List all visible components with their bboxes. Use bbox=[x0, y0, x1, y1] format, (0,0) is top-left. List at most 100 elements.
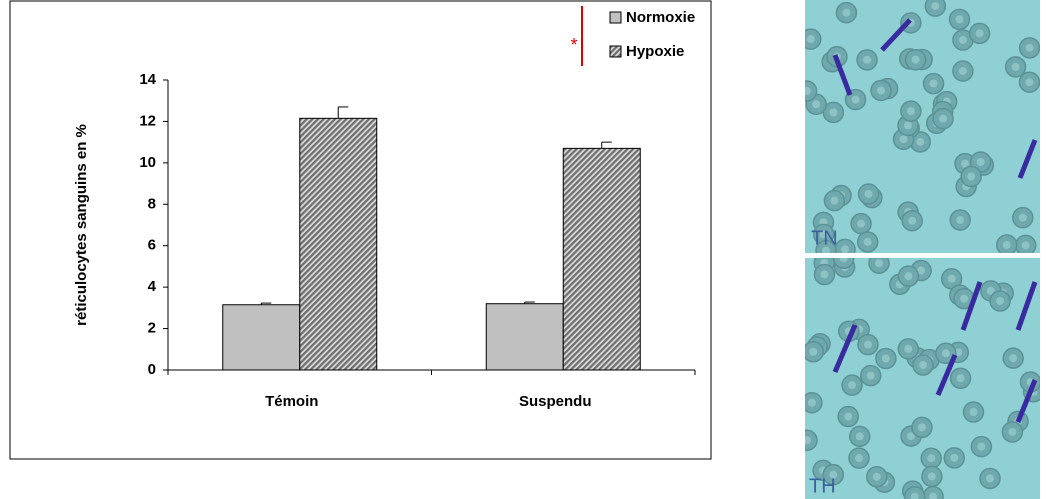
cell-center bbox=[863, 340, 872, 349]
cell-center bbox=[903, 121, 912, 130]
cell bbox=[805, 429, 818, 452]
error-bar bbox=[337, 106, 349, 119]
image-label: TH bbox=[809, 475, 836, 497]
cell-center bbox=[955, 15, 964, 24]
cell-center bbox=[1002, 240, 1011, 249]
cell-center bbox=[911, 55, 920, 64]
bar bbox=[485, 303, 564, 371]
cell-center bbox=[899, 135, 908, 144]
error-bar bbox=[601, 141, 612, 149]
cell-center bbox=[812, 100, 821, 109]
cell-center bbox=[1008, 427, 1017, 436]
micrographs: TN TH bbox=[805, 0, 1040, 499]
legend-label: Hypoxie bbox=[626, 43, 684, 60]
cell-center bbox=[929, 492, 938, 499]
cell-center bbox=[976, 157, 985, 166]
cell-center bbox=[874, 259, 883, 268]
error-bar bbox=[260, 302, 272, 305]
cell-center bbox=[908, 216, 917, 225]
cell-center bbox=[1021, 241, 1030, 250]
cell-center bbox=[986, 474, 995, 483]
cell-center bbox=[848, 381, 857, 390]
cell-center bbox=[975, 29, 984, 38]
cell-center bbox=[917, 266, 926, 275]
cell-center bbox=[864, 189, 873, 198]
cell-center bbox=[1011, 62, 1020, 71]
y-axis-label: réticulocytes sanguins en % bbox=[73, 124, 90, 326]
micrograph-tn bbox=[805, 0, 1040, 253]
cell-center bbox=[919, 361, 928, 370]
cell-center bbox=[904, 344, 913, 353]
cell-center bbox=[1009, 354, 1018, 363]
y-tick-label: 0 bbox=[148, 361, 156, 378]
cell-center bbox=[1025, 78, 1034, 87]
y-tick-label: 14 bbox=[139, 71, 156, 88]
cell-center bbox=[917, 423, 926, 432]
cell-center bbox=[809, 347, 818, 356]
y-tick-label: 10 bbox=[139, 154, 156, 171]
cell-center bbox=[820, 270, 829, 279]
cell-center bbox=[806, 35, 815, 44]
cell-center bbox=[956, 374, 965, 383]
y-tick-label: 8 bbox=[148, 195, 156, 212]
legend-swatch bbox=[609, 11, 622, 24]
cell-center bbox=[947, 274, 956, 283]
cell-center bbox=[904, 272, 913, 281]
cell-center bbox=[881, 354, 890, 363]
cell-center bbox=[941, 349, 950, 358]
legend-label: Normoxie bbox=[626, 9, 695, 26]
cell-center bbox=[931, 2, 940, 11]
cell-center bbox=[967, 172, 976, 181]
cell-center bbox=[1025, 43, 1034, 52]
cell-center bbox=[819, 230, 828, 239]
arrows bbox=[832, 18, 1038, 423]
cell-center bbox=[839, 258, 848, 263]
cell-center bbox=[956, 216, 965, 225]
cell-center bbox=[807, 398, 816, 407]
cell-center bbox=[910, 492, 919, 499]
cell-center bbox=[977, 442, 986, 451]
cell-center bbox=[969, 408, 978, 417]
cell bbox=[805, 80, 818, 102]
y-tick-label: 6 bbox=[148, 237, 156, 254]
cell-center bbox=[986, 286, 995, 295]
cell-center bbox=[939, 114, 948, 123]
x-tick-label: Suspendu bbox=[519, 393, 592, 410]
y-tick-label: 12 bbox=[139, 112, 156, 129]
cell-center bbox=[829, 470, 838, 479]
cell-center bbox=[863, 55, 872, 64]
cell-center bbox=[851, 95, 860, 104]
cell-center bbox=[877, 86, 886, 95]
cell-center bbox=[927, 472, 936, 481]
error-bar bbox=[524, 301, 535, 304]
cell-center bbox=[958, 67, 967, 76]
cell-center bbox=[1018, 213, 1027, 222]
significance-star: * bbox=[570, 35, 577, 55]
cell-center bbox=[841, 245, 850, 253]
cell-center bbox=[906, 107, 915, 116]
cell-center bbox=[855, 454, 864, 463]
legend-swatch bbox=[609, 45, 622, 58]
x-tick-label: Témoin bbox=[265, 393, 318, 410]
cell-center bbox=[857, 219, 866, 228]
cell-center bbox=[929, 79, 938, 88]
cell bbox=[832, 258, 855, 269]
cell-center bbox=[866, 371, 875, 380]
image-label: TN bbox=[811, 227, 838, 249]
cell-center bbox=[927, 454, 936, 463]
cell-center bbox=[842, 8, 851, 17]
cell-center bbox=[958, 35, 967, 44]
cell-center bbox=[907, 432, 916, 441]
cell-center bbox=[863, 237, 872, 246]
cell-center bbox=[916, 137, 925, 146]
cell-center bbox=[855, 432, 864, 441]
y-tick-label: 4 bbox=[148, 278, 157, 295]
y-tick-label: 2 bbox=[148, 320, 156, 337]
cell-center bbox=[805, 87, 811, 96]
bar bbox=[299, 117, 378, 371]
bar bbox=[562, 147, 641, 371]
cell-center bbox=[960, 294, 969, 303]
cell-center bbox=[829, 108, 838, 117]
cell-center bbox=[830, 196, 839, 205]
